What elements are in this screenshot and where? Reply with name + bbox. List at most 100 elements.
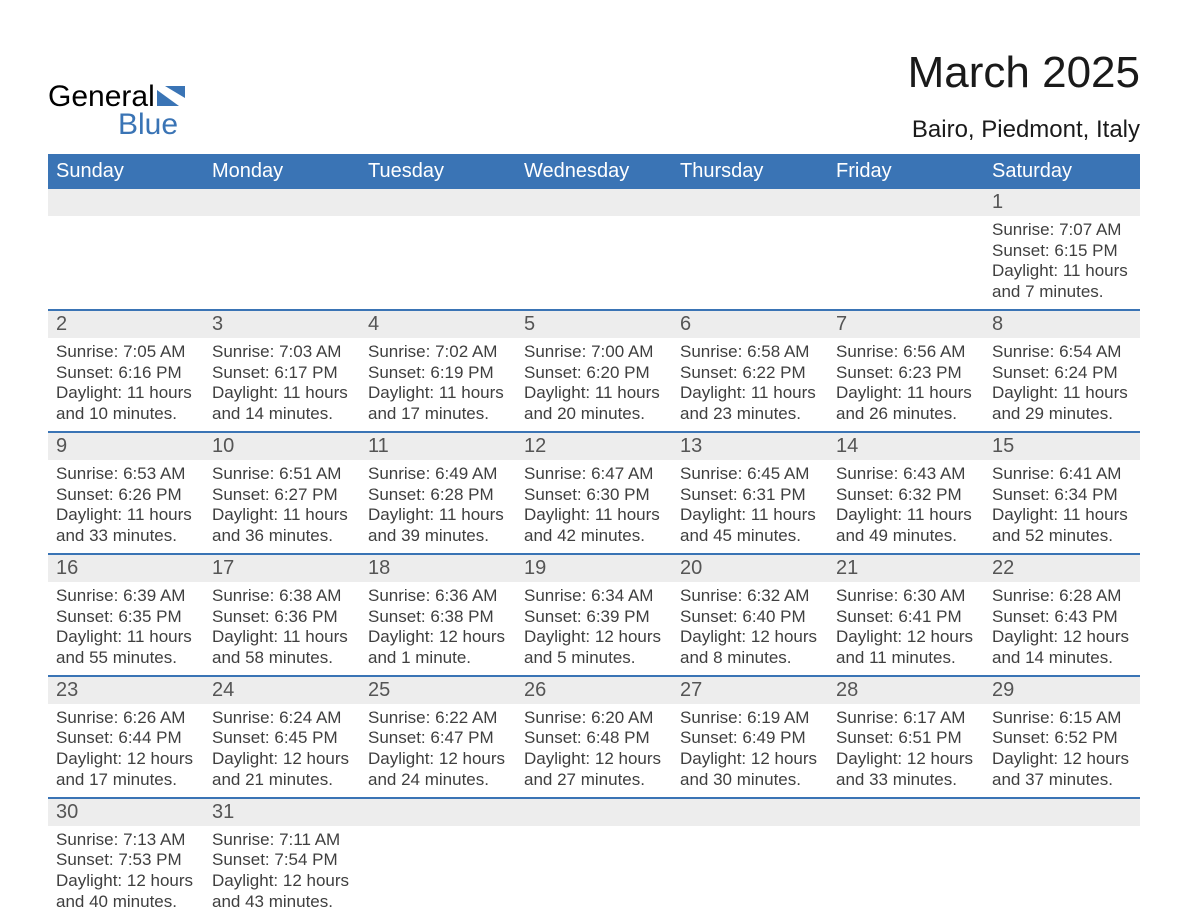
day-details: Sunrise: 7:00 AMSunset: 6:20 PMDaylight:… (516, 338, 672, 432)
day-details: Sunrise: 6:49 AMSunset: 6:28 PMDaylight:… (360, 460, 516, 554)
day-details: Sunrise: 6:15 AMSunset: 6:52 PMDaylight:… (984, 704, 1140, 798)
day-number: 22 (984, 554, 1140, 582)
daylight-text: Daylight: 12 hours and 37 minutes. (992, 749, 1132, 790)
sunset-text: Sunset: 6:38 PM (368, 607, 508, 628)
day-details: Sunrise: 7:03 AMSunset: 6:17 PMDaylight:… (204, 338, 360, 432)
sunset-text: Sunset: 6:27 PM (212, 485, 352, 506)
sunrise-text: Sunrise: 6:24 AM (212, 708, 352, 729)
daylight-text: Daylight: 11 hours and 10 minutes. (56, 383, 196, 424)
day-details: Sunrise: 6:58 AMSunset: 6:22 PMDaylight:… (672, 338, 828, 432)
day-number (828, 798, 984, 826)
page-subtitle: Bairo, Piedmont, Italy (908, 116, 1140, 144)
daylight-text: Daylight: 12 hours and 27 minutes. (524, 749, 664, 790)
week-daynum-row: 1 (48, 189, 1140, 216)
day-number: 8 (984, 310, 1140, 338)
sunset-text: Sunset: 6:47 PM (368, 728, 508, 749)
daylight-text: Daylight: 12 hours and 33 minutes. (836, 749, 976, 790)
sunset-text: Sunset: 6:17 PM (212, 363, 352, 384)
day-details: Sunrise: 6:56 AMSunset: 6:23 PMDaylight:… (828, 338, 984, 432)
daylight-text: Daylight: 11 hours and 20 minutes. (524, 383, 664, 424)
logo: General Blue (48, 80, 191, 142)
sunset-text: Sunset: 6:49 PM (680, 728, 820, 749)
daylight-text: Daylight: 11 hours and 49 minutes. (836, 505, 976, 546)
day-number: 27 (672, 676, 828, 704)
sunrise-text: Sunrise: 6:49 AM (368, 464, 508, 485)
day-number (204, 189, 360, 216)
day-header-monday: Monday (204, 154, 360, 189)
day-number (360, 798, 516, 826)
daylight-text: Daylight: 12 hours and 1 minute. (368, 627, 508, 668)
sunrise-text: Sunrise: 7:00 AM (524, 342, 664, 363)
day-details (48, 216, 204, 310)
sunrise-text: Sunrise: 7:11 AM (212, 830, 352, 851)
day-details: Sunrise: 6:41 AMSunset: 6:34 PMDaylight:… (984, 460, 1140, 554)
day-details: Sunrise: 7:13 AMSunset: 7:53 PMDaylight:… (48, 826, 204, 919)
day-number: 24 (204, 676, 360, 704)
week-details-row: Sunrise: 7:05 AMSunset: 6:16 PMDaylight:… (48, 338, 1140, 432)
day-details: Sunrise: 7:11 AMSunset: 7:54 PMDaylight:… (204, 826, 360, 919)
week-daynum-row: 2 3 4 5 6 7 8 (48, 310, 1140, 338)
sunrise-text: Sunrise: 6:30 AM (836, 586, 976, 607)
sunrise-text: Sunrise: 6:26 AM (56, 708, 196, 729)
day-number: 4 (360, 310, 516, 338)
day-number: 15 (984, 432, 1140, 460)
sunset-text: Sunset: 6:48 PM (524, 728, 664, 749)
day-number: 31 (204, 798, 360, 826)
day-details: Sunrise: 6:34 AMSunset: 6:39 PMDaylight:… (516, 582, 672, 676)
sunrise-text: Sunrise: 7:07 AM (992, 220, 1132, 241)
day-details: Sunrise: 6:26 AMSunset: 6:44 PMDaylight:… (48, 704, 204, 798)
sunset-text: Sunset: 6:26 PM (56, 485, 196, 506)
calendar-table: Sunday Monday Tuesday Wednesday Thursday… (48, 154, 1140, 919)
daylight-text: Daylight: 11 hours and 29 minutes. (992, 383, 1132, 424)
sunset-text: Sunset: 6:19 PM (368, 363, 508, 384)
day-number: 25 (360, 676, 516, 704)
sunrise-text: Sunrise: 6:45 AM (680, 464, 820, 485)
day-header-saturday: Saturday (984, 154, 1140, 189)
daylight-text: Daylight: 11 hours and 33 minutes. (56, 505, 196, 546)
daylight-text: Daylight: 12 hours and 17 minutes. (56, 749, 196, 790)
day-details: Sunrise: 6:51 AMSunset: 6:27 PMDaylight:… (204, 460, 360, 554)
sunrise-text: Sunrise: 6:38 AM (212, 586, 352, 607)
day-number: 18 (360, 554, 516, 582)
sunrise-text: Sunrise: 6:58 AM (680, 342, 820, 363)
day-details (672, 826, 828, 919)
day-details (828, 826, 984, 919)
day-number: 23 (48, 676, 204, 704)
sunset-text: Sunset: 6:15 PM (992, 241, 1132, 262)
sunset-text: Sunset: 7:54 PM (212, 850, 352, 871)
sunset-text: Sunset: 6:16 PM (56, 363, 196, 384)
daylight-text: Daylight: 12 hours and 14 minutes. (992, 627, 1132, 668)
sunset-text: Sunset: 6:32 PM (836, 485, 976, 506)
day-number: 26 (516, 676, 672, 704)
sunset-text: Sunset: 6:45 PM (212, 728, 352, 749)
day-number: 16 (48, 554, 204, 582)
day-number: 19 (516, 554, 672, 582)
day-number: 1 (984, 189, 1140, 216)
sunset-text: Sunset: 6:43 PM (992, 607, 1132, 628)
sunset-text: Sunset: 6:28 PM (368, 485, 508, 506)
sunrise-text: Sunrise: 6:53 AM (56, 464, 196, 485)
day-number: 2 (48, 310, 204, 338)
sunset-text: Sunset: 6:41 PM (836, 607, 976, 628)
daylight-text: Daylight: 11 hours and 39 minutes. (368, 505, 508, 546)
daylight-text: Daylight: 11 hours and 36 minutes. (212, 505, 352, 546)
week-daynum-row: 23 24 25 26 27 28 29 (48, 676, 1140, 704)
day-details: Sunrise: 7:02 AMSunset: 6:19 PMDaylight:… (360, 338, 516, 432)
day-number: 10 (204, 432, 360, 460)
daylight-text: Daylight: 11 hours and 14 minutes. (212, 383, 352, 424)
day-number: 28 (828, 676, 984, 704)
week-details-row: Sunrise: 7:13 AMSunset: 7:53 PMDaylight:… (48, 826, 1140, 919)
calendar-body: 1 Sunrise: 7:07 AMSunset: 6:15 PMDayligh… (48, 189, 1140, 919)
day-details: Sunrise: 6:24 AMSunset: 6:45 PMDaylight:… (204, 704, 360, 798)
daylight-text: Daylight: 11 hours and 7 minutes. (992, 261, 1132, 302)
sunrise-text: Sunrise: 6:22 AM (368, 708, 508, 729)
day-details (516, 826, 672, 919)
day-number: 29 (984, 676, 1140, 704)
day-number: 14 (828, 432, 984, 460)
daylight-text: Daylight: 11 hours and 52 minutes. (992, 505, 1132, 546)
week-daynum-row: 9 10 11 12 13 14 15 (48, 432, 1140, 460)
day-header-friday: Friday (828, 154, 984, 189)
sunrise-text: Sunrise: 7:05 AM (56, 342, 196, 363)
day-number (516, 189, 672, 216)
daylight-text: Daylight: 12 hours and 8 minutes. (680, 627, 820, 668)
